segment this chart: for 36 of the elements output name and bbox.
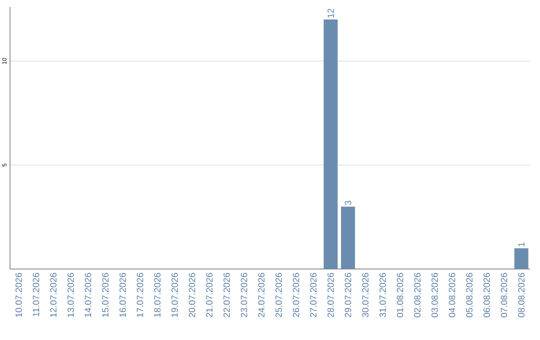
data-label: 3 <box>344 200 352 206</box>
x-tick-label: 30.07.2026 <box>362 272 369 318</box>
x-tick-label: 15.07.2026 <box>102 272 109 317</box>
x-tick-label: 04.08.2026 <box>448 272 456 318</box>
x-tick-label: 25.07.2026 <box>275 272 282 318</box>
bar <box>514 248 528 269</box>
bar <box>341 206 356 269</box>
x-tick-label: 02.08.2026 <box>414 272 421 318</box>
bar <box>324 19 338 269</box>
x-tick-label: 21.07.2026 <box>206 272 213 318</box>
x-tick-label: 12.07.2026 <box>50 272 57 317</box>
x-tick-label: 01.08.2026 <box>396 272 404 318</box>
x-tick-label: 03.08.2026 <box>431 272 438 318</box>
x-tick-label: 26.07.2026 <box>292 272 300 318</box>
x-tick-label: 24.07.2026 <box>258 272 265 318</box>
x-tick-label: 13.07.2026 <box>67 272 74 317</box>
x-tick-label: 31.07.2026 <box>379 272 386 318</box>
data-label: 1 <box>518 242 524 246</box>
x-tick-label: 16.07.2026 <box>119 272 126 317</box>
x-tick-label: 06.08.2026 <box>483 272 490 318</box>
x-tick-label: 29.07.2026 <box>344 272 352 318</box>
x-tick-label: 11.07.2026 <box>32 272 40 316</box>
x-tick-label: 23.07.2026 <box>240 272 248 318</box>
x-tick-label: 20.07.2026 <box>188 272 196 318</box>
x-tick-label: 22.07.2026 <box>223 272 230 318</box>
data-label: 12 <box>328 8 334 18</box>
x-tick-label: 19.07.2026 <box>171 272 178 317</box>
x-tick-label: 10.07.2026 <box>15 272 22 317</box>
x-tick-label: 17.07.2026 <box>136 272 144 317</box>
x-tick-label: 14.07.2026 <box>84 272 92 317</box>
x-tick-label: 27.07.2026 <box>310 272 317 318</box>
x-tick-label: 08.08.2026 <box>518 272 525 318</box>
x-tick-label: 28.07.2026 <box>327 272 334 318</box>
x-tick-label: 18.07.2026 <box>154 272 161 317</box>
x-tick-label: 05.08.2026 <box>466 272 473 318</box>
x-tick-label: 07.08.2026 <box>500 272 508 318</box>
